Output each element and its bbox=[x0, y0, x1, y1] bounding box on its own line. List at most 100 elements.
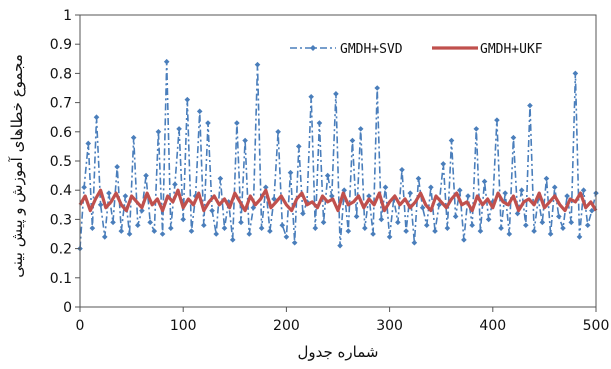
svd-point bbox=[110, 219, 116, 226]
svd-point bbox=[172, 181, 178, 188]
svd-point bbox=[122, 193, 129, 199]
svd-point bbox=[349, 137, 356, 144]
svd-point bbox=[461, 237, 467, 243]
svd-point bbox=[374, 85, 381, 91]
svd-point bbox=[287, 169, 294, 176]
svd-point bbox=[188, 228, 195, 234]
y-tick-label: 0.9 bbox=[50, 37, 72, 53]
svd-point bbox=[291, 239, 298, 246]
svd-point bbox=[139, 207, 145, 214]
svd-point bbox=[163, 58, 170, 65]
svd-point bbox=[151, 228, 158, 234]
svd-point bbox=[295, 143, 302, 150]
y-tick-label: 0.8 bbox=[50, 66, 72, 82]
series-line-gmdh-svd bbox=[79, 60, 597, 249]
y-tick-label: 0 bbox=[63, 300, 72, 316]
svd-point bbox=[221, 225, 228, 231]
svd-point bbox=[403, 228, 409, 234]
svd-point bbox=[502, 190, 508, 196]
svd-point bbox=[250, 204, 257, 211]
x-tick-label: 0 bbox=[76, 318, 85, 334]
svd-point bbox=[465, 193, 471, 199]
svd-point bbox=[106, 190, 112, 196]
svd-point bbox=[213, 231, 220, 237]
svd-point bbox=[494, 117, 500, 123]
svd-point bbox=[428, 184, 434, 191]
x-tick-label: 400 bbox=[479, 318, 506, 334]
y-tick-label: 0.1 bbox=[50, 271, 72, 287]
svd-point bbox=[366, 193, 372, 199]
svd-point bbox=[456, 187, 463, 193]
svd-point bbox=[217, 175, 224, 182]
y-tick-label: 0.4 bbox=[50, 183, 72, 199]
svd-point bbox=[543, 175, 550, 182]
y-tick-label: 0.5 bbox=[50, 154, 72, 170]
svd-point bbox=[411, 239, 418, 246]
svd-point bbox=[341, 187, 347, 193]
svd-point bbox=[477, 228, 484, 234]
x-axis-title: شماره جدول bbox=[298, 343, 379, 361]
svd-point bbox=[262, 184, 269, 191]
series-line-gmdh-ukf bbox=[78, 188, 598, 213]
svd-point bbox=[452, 213, 459, 220]
svd-point bbox=[485, 216, 492, 223]
plot-layer bbox=[77, 58, 599, 252]
svd-point bbox=[518, 187, 525, 193]
svd-point bbox=[523, 222, 529, 229]
svd-point bbox=[81, 184, 87, 191]
svd-point bbox=[258, 225, 265, 231]
svd-point bbox=[89, 225, 96, 231]
svd-point bbox=[254, 61, 261, 68]
svd-point bbox=[432, 228, 438, 234]
svd-point bbox=[423, 222, 430, 229]
svd-point bbox=[201, 222, 207, 229]
svd-point bbox=[271, 196, 277, 202]
svd-point bbox=[419, 204, 426, 211]
svd-point bbox=[267, 228, 273, 234]
svd-point bbox=[176, 126, 182, 132]
y-tick-label: 0.3 bbox=[50, 212, 72, 228]
svd-point bbox=[275, 129, 281, 135]
svd-point bbox=[386, 234, 393, 240]
svd-point bbox=[527, 102, 533, 109]
svd-point bbox=[192, 193, 199, 199]
svd-point bbox=[473, 126, 480, 132]
svd-point bbox=[229, 237, 236, 243]
y-tick-label: 1 bbox=[63, 8, 72, 24]
x-tick-label: 100 bbox=[170, 318, 197, 334]
svd-point bbox=[143, 172, 149, 179]
svd-point bbox=[329, 193, 335, 199]
svd-point bbox=[353, 213, 360, 220]
svd-point bbox=[506, 231, 513, 237]
svd-point bbox=[312, 225, 319, 231]
svd-point bbox=[324, 172, 331, 179]
svd-point bbox=[584, 222, 591, 229]
svd-point bbox=[242, 137, 248, 144]
svd-point bbox=[436, 202, 442, 208]
x-tick-label: 200 bbox=[273, 318, 300, 334]
svd-point bbox=[147, 219, 153, 226]
svd-point bbox=[300, 210, 306, 217]
svd-point bbox=[564, 193, 570, 199]
x-tick-label: 300 bbox=[376, 318, 403, 334]
svd-point bbox=[415, 175, 422, 182]
svd-point bbox=[448, 137, 455, 144]
svd-point bbox=[93, 114, 100, 120]
svd-point bbox=[362, 225, 368, 231]
svd-point bbox=[357, 126, 364, 132]
legend-marker-gmdh-svd bbox=[310, 45, 316, 51]
svd-point bbox=[378, 216, 385, 223]
svd-point bbox=[407, 190, 414, 196]
svd-point bbox=[481, 178, 488, 185]
svd-point bbox=[551, 184, 558, 191]
svd-point bbox=[547, 231, 554, 237]
svd-point bbox=[196, 108, 203, 115]
svd-point bbox=[531, 228, 537, 234]
y-tick-label: 0.7 bbox=[50, 96, 72, 112]
svd-point bbox=[180, 216, 186, 223]
svd-point bbox=[308, 93, 314, 100]
svd-point bbox=[114, 164, 120, 170]
legend-label-gmdh-ukf: GMDH+UKF bbox=[480, 42, 543, 57]
y-tick-label: 0.6 bbox=[50, 125, 72, 141]
